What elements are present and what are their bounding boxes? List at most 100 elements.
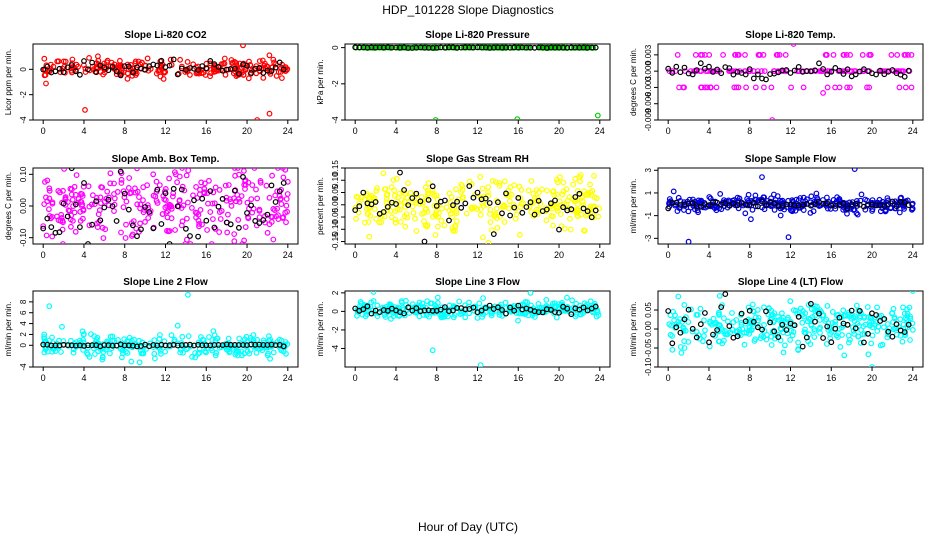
data-point	[118, 176, 125, 183]
y-tick-label: 2	[19, 332, 28, 337]
data-point	[729, 326, 736, 333]
data-point	[685, 208, 692, 215]
data-point	[214, 335, 221, 342]
data-point	[779, 310, 785, 317]
data-point	[671, 317, 677, 324]
mean-point	[272, 199, 279, 205]
data-point	[878, 312, 885, 319]
mean-point	[264, 211, 271, 218]
data-point	[782, 342, 788, 349]
data-point	[140, 197, 146, 204]
data-point	[196, 220, 203, 227]
mean-point	[462, 200, 469, 207]
x-tick-label: 8	[434, 250, 439, 260]
mean-point	[113, 68, 120, 75]
mean-point	[905, 202, 912, 209]
data-point	[145, 215, 152, 221]
data-point	[392, 219, 399, 226]
data-point	[702, 327, 708, 334]
mean-point	[706, 63, 712, 70]
mean-point	[117, 168, 124, 175]
data-point	[888, 52, 895, 58]
mean-point	[693, 67, 700, 73]
panel-title: Slope Amb. Box Temp.	[112, 154, 220, 165]
mean-point	[268, 68, 275, 74]
data-point	[738, 321, 745, 328]
data-point	[373, 215, 380, 222]
data-point	[908, 84, 915, 91]
mean-point	[499, 307, 505, 313]
data-point	[212, 352, 219, 359]
y-tick-label: 0.00	[644, 321, 653, 337]
data-point	[176, 198, 183, 204]
data-point	[488, 312, 495, 319]
plot-frame	[32, 43, 299, 121]
mean-point	[458, 204, 465, 211]
data-point	[487, 206, 494, 213]
data-point	[832, 318, 839, 325]
x-tick-label: 20	[554, 250, 564, 260]
data-point	[235, 216, 242, 223]
mean-point	[689, 325, 696, 332]
y-tick-label: 0.10	[331, 172, 340, 188]
data-point	[167, 56, 174, 63]
data-point	[811, 326, 818, 333]
data-point	[420, 304, 427, 310]
mean-point	[856, 68, 863, 75]
mean-point	[681, 64, 688, 71]
data-point	[550, 213, 556, 220]
data-point	[44, 198, 51, 205]
data-point	[253, 349, 260, 356]
data-point	[247, 334, 254, 341]
data-point	[864, 84, 870, 91]
outlier-point	[429, 347, 436, 354]
data-point	[549, 188, 556, 195]
data-point	[458, 189, 464, 195]
data-point	[94, 224, 101, 231]
data-point	[85, 183, 92, 190]
data-point	[179, 218, 186, 225]
mean-point	[146, 209, 153, 215]
data-point	[583, 192, 589, 198]
mean-point	[820, 335, 826, 341]
data-point	[476, 300, 483, 307]
data-point	[244, 199, 251, 206]
mean-point	[142, 204, 149, 210]
mean-point	[885, 201, 892, 207]
y-tick-label: 0.15	[331, 160, 340, 176]
data-point	[68, 64, 75, 71]
mean-point	[125, 206, 132, 213]
y-tick-label: 8	[19, 299, 28, 304]
data-point	[893, 331, 900, 338]
mean-point	[486, 302, 493, 309]
mean-point	[865, 330, 871, 337]
data-point	[516, 231, 523, 238]
data-point	[89, 192, 96, 199]
mean-point	[840, 200, 847, 207]
data-point	[736, 326, 743, 333]
mean-point	[76, 224, 83, 231]
mean-point	[227, 221, 234, 228]
mean-point	[368, 201, 375, 208]
data-point	[401, 198, 408, 205]
data-point	[105, 202, 112, 209]
data-point	[774, 52, 781, 58]
data-point	[535, 301, 542, 307]
data-point	[150, 171, 157, 178]
data-point	[811, 334, 818, 341]
points	[665, 291, 916, 367]
mean-point	[60, 200, 67, 207]
data-point	[394, 206, 401, 213]
mean-point	[446, 44, 452, 51]
mean-point	[697, 60, 704, 67]
mean-point	[360, 189, 367, 196]
data-point	[97, 194, 104, 201]
mean-point	[750, 199, 757, 206]
data-point	[485, 184, 492, 191]
data-point	[741, 341, 748, 348]
mean-point	[889, 333, 896, 340]
mean-point	[68, 168, 75, 172]
data-point	[752, 192, 759, 199]
data-point	[775, 314, 781, 320]
data-point	[123, 198, 130, 205]
